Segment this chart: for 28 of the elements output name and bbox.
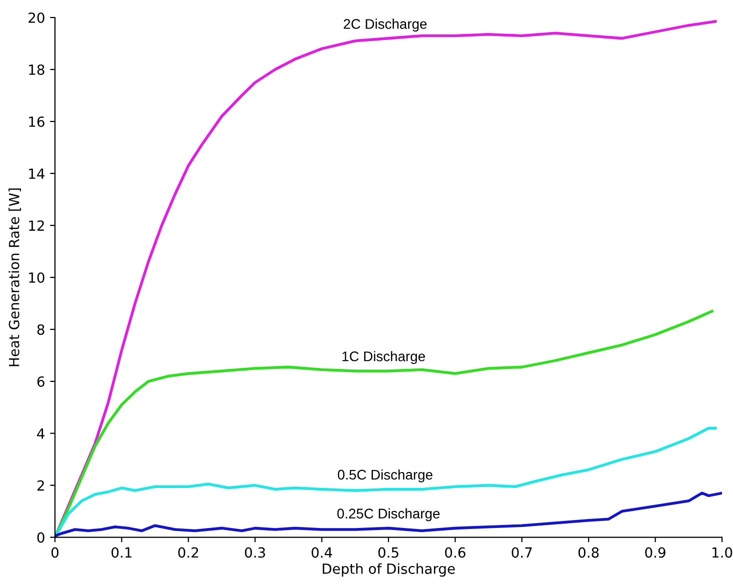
y-tick-label: 14 xyxy=(29,168,44,179)
y-tick-label: 0 xyxy=(37,532,44,543)
x-tick-label: 0.3 xyxy=(244,547,266,558)
y-tick-label: 16 xyxy=(29,116,44,127)
x-axis-title: Depth of Discharge xyxy=(322,563,455,577)
series-label: 0.25C Discharge xyxy=(337,508,440,522)
x-tick-label: 0.4 xyxy=(312,547,332,558)
x-tick-label: 0.1 xyxy=(112,547,132,558)
y-tick-label: 8 xyxy=(37,324,44,335)
x-tick-label: 0.2 xyxy=(178,547,198,558)
series-label: 1C Discharge xyxy=(342,351,425,364)
x-tick-label: 0.7 xyxy=(512,547,532,558)
series-label: 0.5C Discharge xyxy=(338,469,432,482)
series-label: 2C Discharge xyxy=(344,18,427,32)
y-axis-title: Heat Generation Rate [W] xyxy=(8,188,21,366)
y-tick-label: 20 xyxy=(28,12,44,23)
y-tick-label: 2 xyxy=(37,480,44,491)
y-tick-label: 6 xyxy=(37,376,44,387)
x-tick-label: 0.8 xyxy=(578,547,599,558)
x-tick-label: 0.6 xyxy=(445,547,466,558)
y-tick-label: 4 xyxy=(37,428,44,439)
y-tick-label: 12 xyxy=(29,220,44,231)
x-tick-label: 0 xyxy=(51,547,58,558)
x-tick-label: 1.0 xyxy=(712,547,732,558)
x-tick-label: 0.5 xyxy=(378,547,398,558)
x-tick-label: 0.9 xyxy=(645,547,666,558)
y-tick-label: 10 xyxy=(29,272,44,283)
y-tick-label: 18 xyxy=(29,64,44,75)
